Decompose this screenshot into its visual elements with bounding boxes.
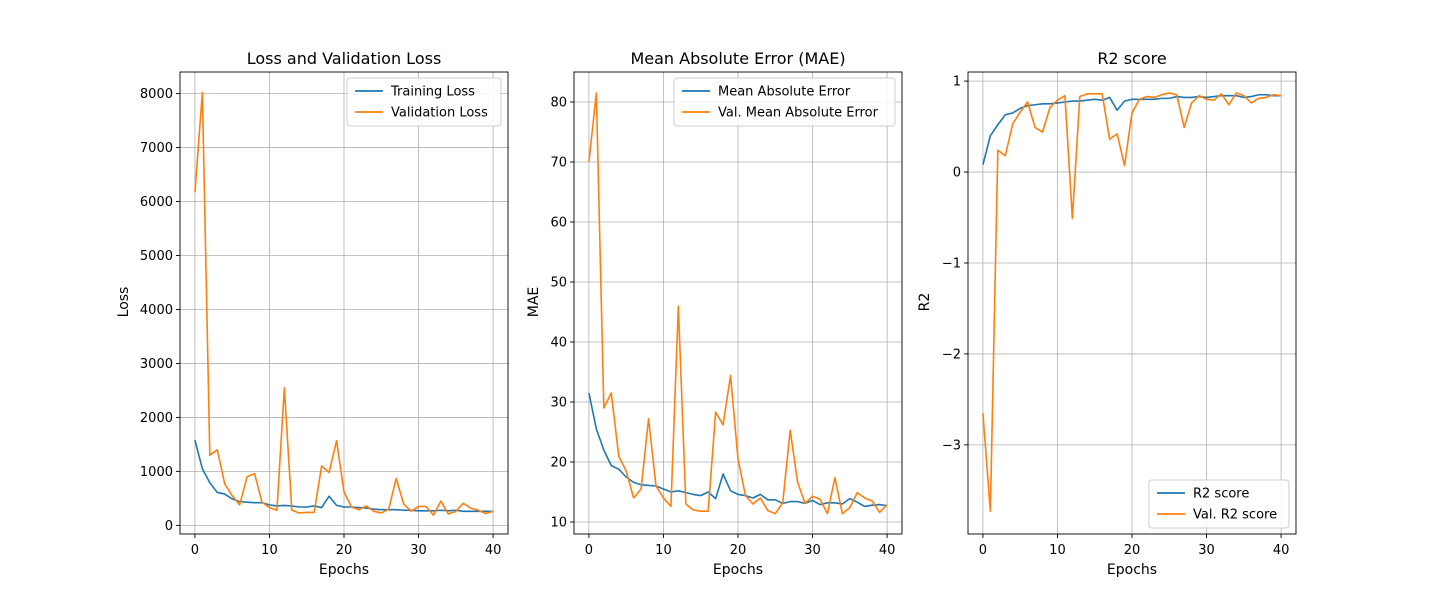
- series-line-val-r2-score: [982, 92, 1282, 513]
- series-line-training-loss: [194, 439, 494, 513]
- x-tick-label: 10: [261, 543, 278, 558]
- x-tick-label: 30: [410, 543, 427, 558]
- y-tick-label: −3: [942, 438, 961, 453]
- y-tick-label: 3000: [140, 357, 173, 372]
- legend-label: Mean Absolute Error: [718, 85, 851, 100]
- subplot-title-mae: Mean Absolute Error (MAE): [630, 49, 845, 68]
- x-tick-label: 0: [585, 543, 593, 558]
- legend-label: Validation Loss: [391, 106, 488, 121]
- y-tick-label: 0: [953, 166, 961, 181]
- y-tick-label: −1: [942, 256, 961, 271]
- y-tick-label: 70: [550, 156, 567, 171]
- series-line-validation-loss: [194, 91, 494, 516]
- series-line-mean-absolute-error: [588, 392, 888, 508]
- y-tick-label: −2: [942, 347, 961, 362]
- y-tick-label: 6000: [140, 195, 173, 210]
- y-tick-label: 60: [550, 216, 567, 231]
- subplot-loss: Loss and Validation Loss Epochs Loss 0 10…: [116, 49, 509, 578]
- x-tick-label: 40: [485, 543, 502, 558]
- y-axis-label-loss: Loss: [116, 287, 132, 318]
- gridlines-mae: [574, 72, 902, 534]
- legend-box: [1148, 479, 1290, 529]
- y-axis-label-mae: MAE: [526, 287, 542, 318]
- x-axis-label-loss: Epochs: [319, 562, 369, 578]
- x-tick-label: 30: [1198, 543, 1215, 558]
- legend-label: Val. Mean Absolute Error: [718, 106, 879, 121]
- x-axis-label-r2: Epochs: [1107, 562, 1157, 578]
- y-tick-label: 50: [550, 276, 567, 291]
- y-tick-label: 1000: [140, 465, 173, 480]
- x-tick-label: 0: [191, 543, 199, 558]
- y-tick-label: 0: [165, 519, 173, 534]
- legend-loss: Training Loss Validation Loss: [346, 77, 502, 127]
- gridlines-r2: [968, 72, 1296, 534]
- y-tick-label: 40: [550, 336, 567, 351]
- legend-label: R2 score: [1193, 487, 1249, 502]
- y-tick-label: 10: [550, 516, 567, 531]
- x-tick-label: 20: [1124, 543, 1141, 558]
- x-tick-label: 10: [1049, 543, 1066, 558]
- x-axis-label-mae: Epochs: [713, 562, 763, 578]
- series-line-r2-score: [982, 93, 1282, 165]
- legend-box: [673, 77, 896, 127]
- series-line-val-mean-absolute-error: [588, 92, 888, 515]
- subplot-mae: Mean Absolute Error (MAE) Epochs MAE 0 10…: [526, 49, 903, 578]
- x-tick-label: 0: [979, 543, 987, 558]
- y-tick-label: 5000: [140, 249, 173, 264]
- x-tick-label: 30: [804, 543, 821, 558]
- legend-mae: Mean Absolute Error Val. Mean Absolute Er…: [673, 77, 896, 127]
- y-tick-label: 1: [953, 75, 961, 90]
- y-tick-label: 20: [550, 456, 567, 471]
- y-tick-label: 4000: [140, 303, 173, 318]
- y-axis-label-r2: R2: [917, 293, 933, 312]
- x-tick-label: 20: [730, 543, 747, 558]
- y-tick-label: 80: [550, 96, 567, 111]
- x-tick-label: 40: [1273, 543, 1290, 558]
- subplot-title-r2: R2 score: [1097, 49, 1166, 68]
- legend-r2: R2 score Val. R2 score: [1148, 479, 1290, 529]
- x-tick-label: 10: [655, 543, 672, 558]
- legend-box: [346, 77, 502, 127]
- legend-label: Val. R2 score: [1193, 508, 1277, 523]
- y-tick-label: 30: [550, 396, 567, 411]
- x-tick-label: 20: [336, 543, 353, 558]
- y-tick-label: 2000: [140, 411, 173, 426]
- x-tick-label: 40: [879, 543, 896, 558]
- legend-label: Training Loss: [390, 85, 475, 100]
- y-tick-label: 7000: [140, 141, 173, 156]
- y-tick-label: 8000: [140, 87, 173, 102]
- subplot-title-loss: Loss and Validation Loss: [247, 49, 442, 68]
